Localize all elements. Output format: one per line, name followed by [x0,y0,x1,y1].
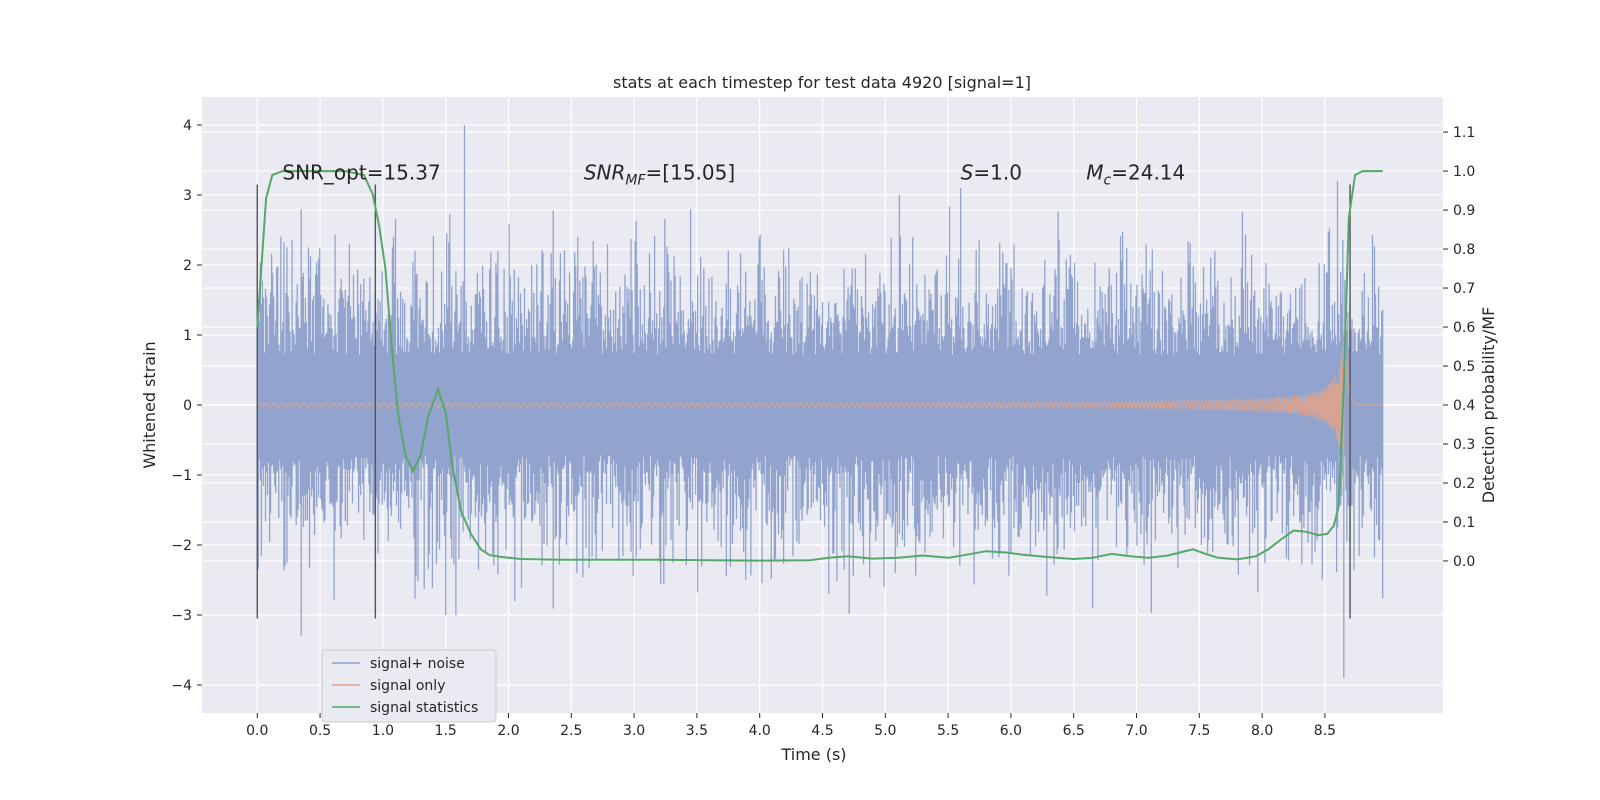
annotation-main: S [961,161,974,185]
y-tick-label: 3 [183,188,192,204]
x-tick-label: 2.5 [560,723,582,739]
annotation-value: =1.0 [973,161,1022,185]
y-tick-label: −1 [171,468,192,484]
annotation-value: =[15.05] [646,161,736,185]
y-tick-label: −4 [171,678,192,694]
stats-line [256,170,1383,562]
y2-tick-label: 0.6 [1453,320,1475,336]
legend-label-noise: signal+ noise [370,656,465,672]
legend-box [321,649,497,723]
annotation-mc-val: Mc=24.14 [1086,161,1185,189]
annotation-subscript: MF [625,173,646,189]
y-axis-label: Whitened strain [140,341,159,468]
annotation-value: =24.14 [1111,161,1185,185]
y2-axis-label: Detection probability/MF [1479,307,1498,504]
y2-tick-label: 0.9 [1453,203,1475,219]
annotation-snr-opt: SNR_opt=15.37 [282,161,440,185]
x-tick-label: 3.0 [623,723,645,739]
annotations: SNR_opt=15.37 SNRMF=[15.05] S=1.0 Mc=24.14 [282,161,1185,189]
legend: signal+ noise signal only signal statist… [321,649,497,723]
x-tick-label: 5.0 [874,723,896,739]
chart-title: stats at each timestep for test data 492… [613,73,1031,92]
y-axis-ticks: −4 −3 −2 −1 0 1 2 3 4 [171,118,202,694]
x-axis-ticks: 0.0 0.5 1.0 1.5 2.0 2.5 3.0 3.5 4.0 4.5 5.0 5.5 6.0 6… [246,713,1336,739]
x-tick-label: 7.5 [1188,723,1210,739]
y2-tick-label: 0.1 [1453,515,1475,531]
y-tick-label: −2 [171,538,192,554]
x-tick-label: 8.5 [1314,723,1336,739]
x-tick-label: 4.0 [749,723,771,739]
x-tick-label: 8.0 [1251,723,1273,739]
x-tick-label: 5.5 [937,723,959,739]
x-axis-label: Time (s) [780,745,846,764]
y2-tick-label: 0.8 [1453,242,1475,258]
annotation-subscript: c [1104,173,1112,189]
annotation-snr-mf: SNRMF=[15.05] [584,161,735,189]
y-tick-label: −3 [171,608,192,624]
x-tick-label: 2.0 [497,723,519,739]
series-signal-statistics [256,170,1383,562]
x-tick-label: 6.0 [1000,723,1022,739]
y2-tick-label: 0.3 [1453,437,1475,453]
legend-label-stats: signal statistics [370,700,478,716]
y2-tick-label: 1.1 [1453,125,1475,141]
y2-tick-label: 0.5 [1453,359,1475,375]
y-tick-label: 1 [183,328,192,344]
y2-tick-label: 0.2 [1453,476,1475,492]
y2-tick-label: 0.0 [1453,554,1475,570]
annotation-main: SNR [584,161,626,185]
y2-axis-ticks: 0.0 0.1 0.2 0.3 0.4 0.5 0.6 0.7 0.8 0.9 1.0 1.1 [1443,125,1475,570]
x-tick-label: 3.5 [686,723,708,739]
x-tick-label: 4.5 [811,723,833,739]
x-tick-label: 0.5 [309,723,331,739]
vlines [256,184,1351,619]
annotation-s-val: S=1.0 [961,161,1022,185]
x-tick-label: 7.0 [1125,723,1147,739]
y2-tick-label: 1.0 [1453,164,1475,180]
y-tick-label: 2 [183,258,192,274]
y2-tick-label: 0.7 [1453,281,1475,297]
annotation-main: SNR_opt=15.37 [282,161,440,185]
legend-label-signal: signal only [370,678,445,694]
x-tick-label: 1.0 [372,723,394,739]
x-tick-label: 1.5 [435,723,457,739]
y-tick-label: 0 [183,398,192,414]
x-tick-label: 0.0 [246,723,268,739]
annotation-main: M [1086,161,1103,185]
x-tick-label: 6.5 [1063,723,1085,739]
y2-tick-label: 0.4 [1453,398,1475,414]
y-tick-label: 4 [183,118,192,134]
